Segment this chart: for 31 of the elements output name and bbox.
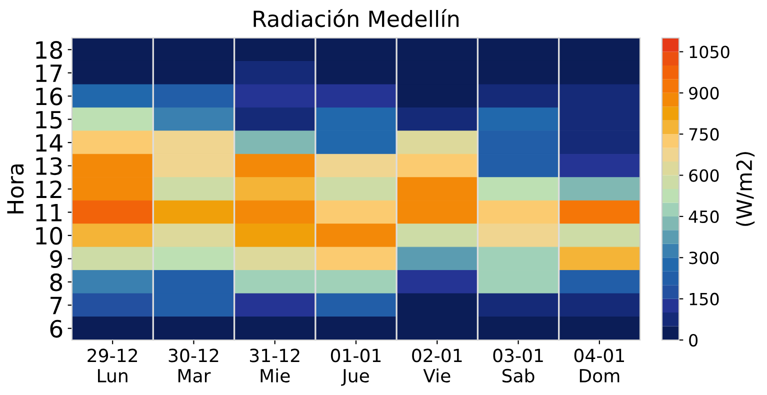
y-tick-label: 10 [36, 226, 62, 245]
x-tick-label: 31-12 Mie [250, 348, 300, 383]
color-bar-label: 300 [689, 252, 719, 264]
x-tick-label: 03-01 Sab [493, 348, 543, 383]
y-tick-label: 15 [36, 111, 62, 129]
color-bar-label: 0 [689, 334, 698, 347]
color-bar-label: 150 [690, 292, 719, 306]
x-tick-label: 30-12 Mar [168, 348, 218, 383]
y-tick-label: 14 [36, 134, 62, 152]
x-tick-label: 01-01 Jue [330, 348, 381, 386]
x-tick-label: 04-01 Dom [574, 348, 624, 383]
color-bar-label: 600 [689, 169, 719, 182]
y-axis-title: Hora [7, 164, 24, 214]
y-tick-label: 17 [36, 64, 62, 82]
y-tick-label: 11 [36, 204, 62, 222]
color-bar-label: 900 [689, 86, 719, 100]
y-tick-label: 13 [36, 157, 62, 176]
x-tick-label: 29-12 Lun [88, 348, 137, 383]
x-tick-label: 02-01 Vie [412, 348, 462, 383]
y-tick-label: 12 [36, 180, 62, 198]
y-tick-label: 16 [36, 88, 62, 106]
color-bar-label: 750 [689, 128, 719, 141]
color-bar-title: (W/m2) [736, 152, 755, 226]
y-tick-label: 9 [50, 250, 62, 268]
y-tick-label: 6 [50, 320, 62, 338]
y-tick-label: 7 [50, 296, 62, 314]
color-bar-label: 1050 [690, 46, 730, 58]
y-tick-label: 8 [50, 273, 62, 292]
chart-title: Radiación Medellín [254, 9, 459, 28]
y-tick-label: 18 [36, 41, 62, 59]
color-bar-label: 450 [688, 210, 719, 224]
